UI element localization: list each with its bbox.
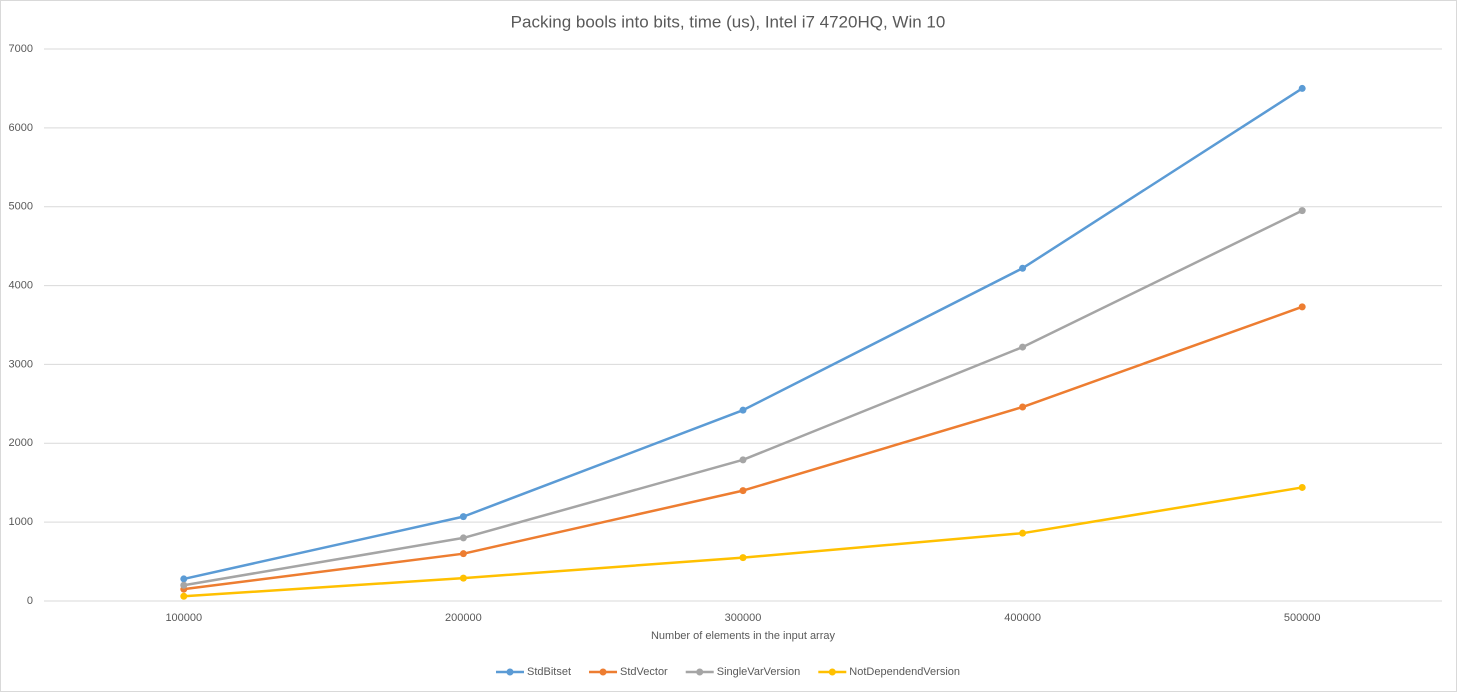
x-tick-label: 400000 <box>1004 612 1041 624</box>
legend-marker <box>506 668 514 676</box>
data-point <box>1019 403 1027 411</box>
data-point <box>1019 529 1027 537</box>
legend-label: StdVector <box>620 666 668 678</box>
data-point <box>1298 84 1306 92</box>
y-tick-label: 1000 <box>9 516 33 528</box>
y-tick-label: 4000 <box>9 279 33 291</box>
data-point <box>459 574 467 582</box>
data-point <box>1019 343 1027 351</box>
data-point <box>1298 303 1306 311</box>
data-point <box>1298 207 1306 215</box>
y-tick-label: 3000 <box>9 358 33 370</box>
legend-item: StdBitset <box>495 666 571 678</box>
data-point <box>739 487 747 495</box>
legend-item: NotDependendVersion <box>818 666 960 678</box>
legend-label: SingleVarVersion <box>717 666 801 678</box>
legend-marker <box>599 668 607 676</box>
y-tick-label: 6000 <box>9 122 33 134</box>
legend-label: StdBitset <box>527 666 571 678</box>
data-point <box>459 513 467 521</box>
legend-label: NotDependendVersion <box>849 666 960 678</box>
data-point <box>459 534 467 542</box>
y-tick-label: 5000 <box>9 201 33 213</box>
y-tick-label: 0 <box>27 595 33 607</box>
data-point <box>180 581 188 589</box>
data-point <box>739 406 747 414</box>
legend-marker <box>828 668 836 676</box>
x-tick-label: 100000 <box>165 612 202 624</box>
x-tick-label: 300000 <box>725 612 762 624</box>
chart-title: Packing bools into bits, time (us), Inte… <box>511 12 946 31</box>
data-point <box>739 456 747 464</box>
legend-item: SingleVarVersion <box>685 666 801 678</box>
data-point <box>180 575 188 583</box>
data-point <box>180 592 188 600</box>
y-tick-label: 2000 <box>9 437 33 449</box>
x-axis-title: Number of elements in the input array <box>651 630 836 642</box>
data-point <box>739 554 747 562</box>
legend-item: StdVector <box>589 666 668 678</box>
x-tick-label: 200000 <box>445 612 482 624</box>
x-tick-label: 500000 <box>1284 612 1321 624</box>
data-point <box>1298 483 1306 491</box>
data-point <box>1019 264 1027 272</box>
y-tick-label: 7000 <box>9 43 33 55</box>
legend-marker <box>696 668 704 676</box>
data-point <box>459 550 467 558</box>
